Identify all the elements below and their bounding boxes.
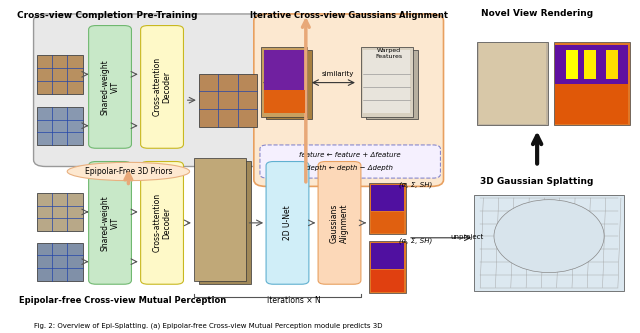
Bar: [36, 55, 83, 94]
Bar: [371, 212, 404, 233]
Bar: [474, 195, 624, 291]
FancyBboxPatch shape: [33, 14, 303, 166]
FancyBboxPatch shape: [260, 145, 440, 178]
Bar: [369, 183, 406, 234]
Text: (α, Σ, SH): (α, Σ, SH): [399, 181, 433, 188]
Bar: [477, 42, 548, 125]
Bar: [266, 50, 312, 120]
Text: feature ← feature + Δfeature: feature ← feature + Δfeature: [299, 152, 401, 158]
Ellipse shape: [494, 200, 604, 273]
FancyBboxPatch shape: [88, 26, 131, 148]
Text: 3D Gaussian Splatting: 3D Gaussian Splatting: [481, 177, 594, 186]
Bar: [194, 158, 246, 281]
Text: unproject: unproject: [450, 234, 483, 240]
Text: Novel View Rendering: Novel View Rendering: [481, 9, 593, 18]
Text: Warped
Features: Warped Features: [375, 48, 402, 59]
Bar: [556, 45, 628, 84]
Bar: [554, 42, 630, 125]
Bar: [264, 50, 305, 114]
FancyBboxPatch shape: [254, 14, 444, 186]
Text: Iterative Cross-view Gaussians Alignment: Iterative Cross-view Gaussians Alignment: [250, 11, 447, 20]
Bar: [366, 50, 418, 120]
Bar: [361, 47, 413, 117]
Text: (α, Σ, SH): (α, Σ, SH): [399, 238, 433, 244]
Bar: [199, 74, 257, 127]
Text: Cross-attention
Decoder: Cross-attention Decoder: [152, 193, 172, 252]
Bar: [369, 241, 406, 292]
FancyBboxPatch shape: [141, 26, 184, 148]
Text: depth ← depth − Δdepth: depth ← depth − Δdepth: [307, 165, 394, 171]
Bar: [264, 90, 305, 114]
Bar: [199, 161, 251, 284]
Text: similarity: similarity: [321, 71, 354, 77]
FancyBboxPatch shape: [266, 162, 309, 284]
Text: 2D U-Net: 2D U-Net: [283, 205, 292, 240]
FancyBboxPatch shape: [88, 162, 131, 284]
Text: Shared-weight
ViT: Shared-weight ViT: [100, 59, 120, 115]
Bar: [364, 50, 410, 114]
Text: Epipolar-Free 3D Priors: Epipolar-Free 3D Priors: [84, 167, 172, 176]
Text: iterations × N: iterations × N: [267, 296, 321, 305]
Bar: [605, 50, 618, 80]
Bar: [371, 243, 404, 269]
Text: Cross-attention
Decoder: Cross-attention Decoder: [152, 57, 172, 117]
Bar: [36, 107, 83, 145]
Text: Epipolar-free Cross-view Mutual Perception: Epipolar-free Cross-view Mutual Percepti…: [19, 296, 226, 305]
Bar: [36, 243, 83, 281]
FancyBboxPatch shape: [141, 162, 184, 284]
FancyBboxPatch shape: [318, 162, 361, 284]
Text: Fig. 2: Overview of Epi-Splatting. (a) Epipolar-free Cross-view Mutual Perceptio: Fig. 2: Overview of Epi-Splatting. (a) E…: [33, 322, 382, 329]
Text: Shared-weight
ViT: Shared-weight ViT: [100, 195, 120, 251]
Bar: [566, 50, 578, 80]
Bar: [371, 270, 404, 291]
Bar: [371, 184, 404, 211]
Ellipse shape: [67, 163, 189, 180]
Bar: [556, 84, 628, 124]
Bar: [584, 50, 596, 80]
Text: Cross-view Completion Pre-Training: Cross-view Completion Pre-Training: [17, 11, 197, 20]
Text: Gaussians
Alignment: Gaussians Alignment: [330, 203, 349, 243]
Bar: [36, 193, 83, 231]
Bar: [479, 43, 546, 124]
Bar: [261, 47, 307, 117]
